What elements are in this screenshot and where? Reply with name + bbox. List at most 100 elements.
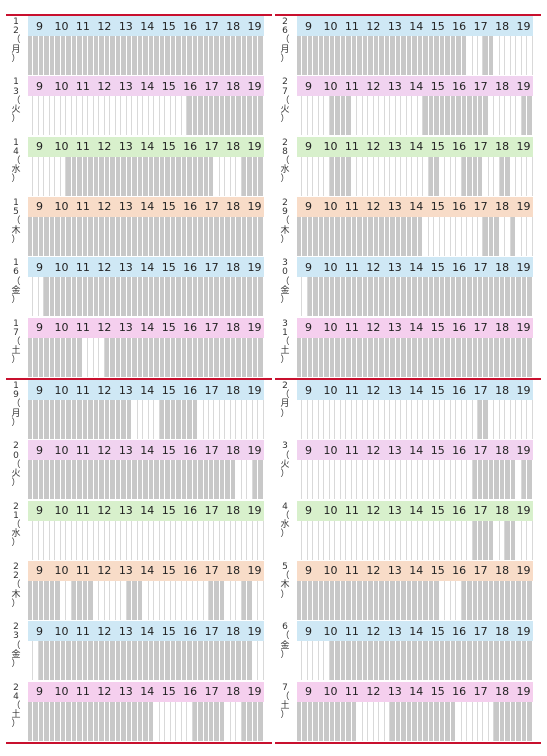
free-slot[interactable] [456, 400, 462, 439]
busy-slot[interactable] [516, 337, 522, 377]
busy-slot[interactable] [115, 36, 122, 75]
free-slot[interactable] [230, 400, 237, 439]
busy-slot[interactable] [170, 337, 177, 377]
busy-slot[interactable] [44, 460, 50, 500]
free-slot[interactable] [368, 96, 374, 136]
free-slot[interactable] [516, 520, 522, 560]
busy-slot[interactable] [208, 641, 215, 681]
busy-slot[interactable] [477, 460, 484, 500]
busy-slot[interactable] [55, 337, 61, 377]
busy-slot[interactable] [472, 520, 478, 560]
busy-slot[interactable] [340, 277, 347, 317]
busy-slot[interactable] [510, 641, 517, 681]
busy-slot[interactable] [521, 96, 528, 136]
free-slot[interactable] [510, 156, 517, 196]
busy-slot[interactable] [198, 460, 204, 500]
busy-slot[interactable] [373, 277, 380, 317]
busy-slot[interactable] [28, 400, 34, 439]
busy-slot[interactable] [445, 337, 451, 377]
busy-slot[interactable] [198, 96, 204, 136]
busy-slot[interactable] [88, 641, 94, 681]
busy-slot[interactable] [115, 216, 122, 256]
busy-slot[interactable] [450, 96, 457, 136]
busy-slot[interactable] [60, 277, 67, 317]
busy-slot[interactable] [521, 460, 528, 500]
busy-slot[interactable] [362, 580, 369, 620]
busy-slot[interactable] [527, 701, 533, 741]
free-slot[interactable] [159, 701, 166, 741]
busy-slot[interactable] [368, 36, 374, 75]
free-slot[interactable] [456, 520, 462, 560]
free-slot[interactable] [510, 36, 517, 75]
free-slot[interactable] [417, 156, 424, 196]
busy-slot[interactable] [324, 337, 330, 377]
busy-slot[interactable] [187, 36, 193, 75]
busy-slot[interactable] [456, 96, 462, 136]
busy-slot[interactable] [148, 156, 155, 196]
free-slot[interactable] [340, 400, 347, 439]
free-slot[interactable] [181, 701, 188, 741]
free-slot[interactable] [362, 460, 369, 500]
busy-slot[interactable] [428, 36, 435, 75]
free-slot[interactable] [236, 156, 242, 196]
busy-slot[interactable] [461, 36, 468, 75]
busy-slot[interactable] [176, 277, 182, 317]
busy-slot[interactable] [159, 337, 166, 377]
free-slot[interactable] [423, 216, 429, 256]
busy-slot[interactable] [181, 36, 188, 75]
busy-slot[interactable] [60, 216, 67, 256]
free-slot[interactable] [346, 400, 352, 439]
free-slot[interactable] [176, 520, 182, 560]
busy-slot[interactable] [154, 337, 160, 377]
busy-slot[interactable] [82, 580, 89, 620]
busy-slot[interactable] [176, 400, 182, 439]
busy-slot[interactable] [208, 580, 215, 620]
free-slot[interactable] [230, 520, 237, 560]
free-slot[interactable] [313, 400, 319, 439]
free-slot[interactable] [516, 36, 522, 75]
busy-slot[interactable] [104, 216, 111, 256]
busy-slot[interactable] [401, 641, 407, 681]
busy-slot[interactable] [313, 216, 319, 256]
busy-slot[interactable] [192, 216, 199, 256]
busy-slot[interactable] [198, 641, 204, 681]
free-slot[interactable] [302, 641, 308, 681]
free-slot[interactable] [450, 400, 457, 439]
free-slot[interactable] [297, 460, 303, 500]
busy-slot[interactable] [176, 216, 182, 256]
free-slot[interactable] [401, 400, 407, 439]
busy-slot[interactable] [159, 216, 166, 256]
free-slot[interactable] [104, 520, 111, 560]
free-slot[interactable] [258, 400, 264, 439]
busy-slot[interactable] [329, 701, 336, 741]
busy-slot[interactable] [527, 580, 533, 620]
free-slot[interactable] [362, 156, 369, 196]
busy-slot[interactable] [154, 36, 160, 75]
busy-slot[interactable] [252, 337, 259, 377]
busy-slot[interactable] [258, 216, 264, 256]
busy-slot[interactable] [77, 580, 83, 620]
busy-slot[interactable] [318, 701, 325, 741]
free-slot[interactable] [384, 520, 391, 560]
free-slot[interactable] [428, 520, 435, 560]
busy-slot[interactable] [137, 156, 144, 196]
free-slot[interactable] [456, 156, 462, 196]
busy-slot[interactable] [258, 337, 264, 377]
busy-slot[interactable] [49, 216, 56, 256]
busy-slot[interactable] [241, 216, 248, 256]
busy-slot[interactable] [159, 641, 166, 681]
busy-slot[interactable] [187, 156, 193, 196]
free-slot[interactable] [379, 400, 385, 439]
busy-slot[interactable] [115, 701, 122, 741]
free-slot[interactable] [390, 400, 396, 439]
busy-slot[interactable] [401, 701, 407, 741]
free-slot[interactable] [318, 460, 325, 500]
busy-slot[interactable] [494, 641, 500, 681]
free-slot[interactable] [423, 460, 429, 500]
busy-slot[interactable] [505, 641, 511, 681]
free-slot[interactable] [28, 641, 34, 681]
free-slot[interactable] [516, 400, 522, 439]
busy-slot[interactable] [340, 36, 347, 75]
free-slot[interactable] [99, 337, 105, 377]
busy-slot[interactable] [49, 277, 56, 317]
